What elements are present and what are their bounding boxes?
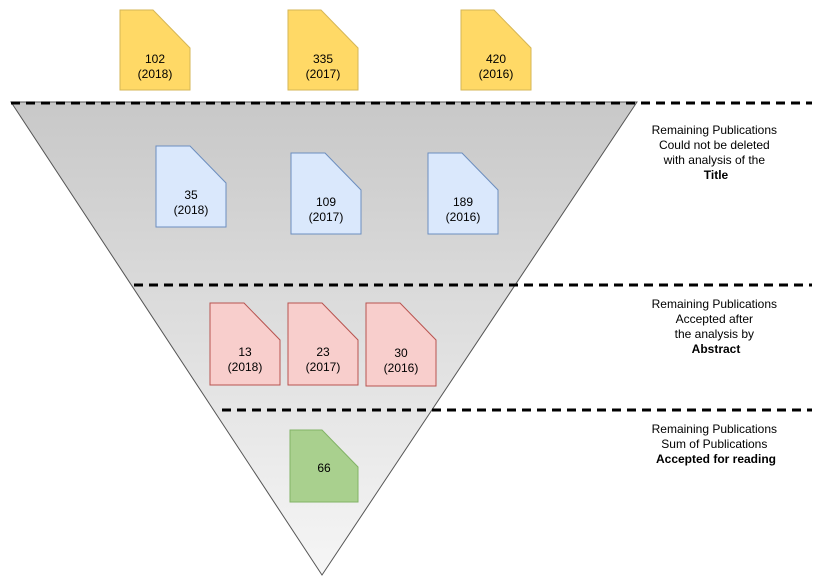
doc-count: 35 [184,188,198,202]
label-line: Sum of Publications [661,437,767,451]
title-doc-2017: 109 (2017) [290,152,362,235]
abstract-stage-label: Remaining Publications Accepted after th… [652,297,781,356]
document-icon [289,429,359,503]
doc-count: 66 [317,461,331,475]
label-line: Remaining Publications [652,422,777,436]
label-line: Remaining Publications [652,297,777,311]
document-icon [460,9,532,91]
abstract-doc-2017: 23 (2017) [287,302,359,386]
doc-count: 109 [316,195,336,209]
doc-count: 23 [316,345,330,359]
doc-count: 13 [238,345,252,359]
reading-stage-label: Remaining Publications Sum of Publicatio… [652,422,781,466]
document-icon [155,145,227,228]
abstract-doc-2018: 13 (2018) [209,302,281,386]
doc-year: (2017) [309,210,344,224]
initial-doc-2016: 420 (2016) [460,9,532,91]
title-doc-2016: 189 (2016) [427,152,499,235]
label-line: Remaining Publications [652,123,777,137]
doc-year: (2018) [174,203,209,217]
document-icon [287,9,359,91]
label-emphasis: Title [704,168,729,182]
abstract-doc-2016: 30 (2016) [365,302,437,387]
document-icon [119,9,191,91]
title-doc-2018: 35 (2018) [155,145,227,228]
doc-count: 102 [145,52,165,66]
document-icon [365,302,437,387]
label-line: the analysis by [675,327,754,341]
label-line: Accepted after [676,312,753,326]
doc-year: (2017) [306,360,341,374]
label-line: Could not be deleted [659,138,770,152]
initial-doc-2017: 335 (2017) [287,9,359,91]
doc-year: (2016) [384,361,419,375]
initial-doc-2018: 102 (2018) [119,9,191,91]
label-line: with analysis of the [663,153,766,167]
doc-count: 189 [453,195,473,209]
doc-year: (2016) [479,67,514,81]
label-emphasis: Accepted for reading [656,452,776,466]
title-stage-label: Remaining Publications Could not be dele… [652,123,781,182]
doc-year: (2018) [228,360,263,374]
document-icon [427,152,499,235]
document-icon [287,302,359,386]
doc-year: (2018) [138,67,173,81]
doc-count: 335 [313,52,333,66]
document-icon [209,302,281,386]
label-emphasis: Abstract [692,342,741,356]
doc-year: (2016) [446,210,481,224]
document-icon [290,152,362,235]
doc-year: (2017) [306,67,341,81]
doc-count: 30 [394,346,408,360]
doc-count: 420 [486,52,506,66]
reading-doc-total: 66 [289,429,359,503]
